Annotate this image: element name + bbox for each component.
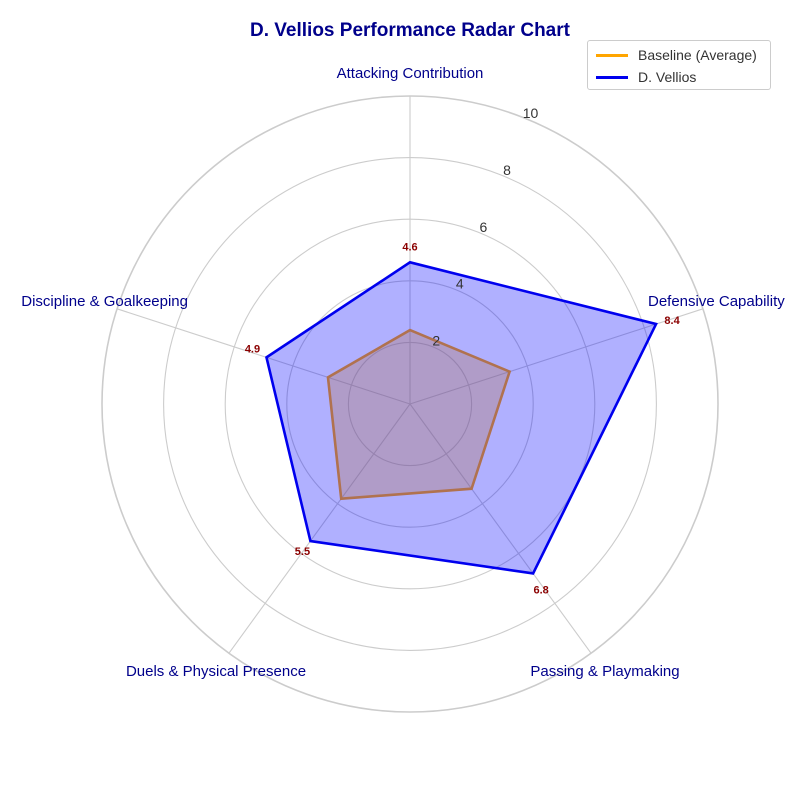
r-tick-label-8: 8 [503, 162, 511, 178]
r-tick-label-2: 2 [432, 333, 440, 349]
category-label-discipline-goalkeeping: Discipline & Goalkeeping [21, 293, 188, 310]
legend-swatch-vellios [596, 75, 628, 79]
legend-item-baseline: Baseline (Average) [596, 44, 770, 66]
legend: Baseline (Average) D. Vellios [587, 40, 771, 90]
data-label-2: 6.8 [533, 584, 548, 596]
category-label-duels-physical-presence: Duels & Physical Presence [126, 663, 306, 680]
spoke-2 [409, 403, 592, 654]
category-label-passing-playmaking: Passing & Playmaking [530, 663, 679, 680]
legend-swatch-baseline [596, 53, 628, 57]
spoke-3 [228, 403, 411, 654]
data-label-1: 8.4 [664, 315, 680, 327]
chart-title: D. Vellios Performance Radar Chart [250, 20, 570, 41]
series-layer [264, 260, 658, 575]
data-label-3: 5.5 [295, 546, 310, 558]
category-label-defensive-capability: Defensive Capability [648, 293, 785, 310]
legend-label-vellios: D. Vellios [638, 69, 697, 85]
spoke-4 [116, 308, 411, 405]
r-tick-label-10: 10 [523, 105, 539, 121]
category-label-attacking-contribution: Attacking Contribution [337, 65, 484, 82]
label-layer: 2 4 6 8 10 Attacking Contribution Defensive Ca… [21, 65, 785, 680]
r-tick-label-6: 6 [480, 219, 488, 235]
series-baseline-average [326, 328, 512, 501]
series-d-vellios [264, 260, 658, 575]
data-label-4: 4.9 [245, 343, 260, 355]
data-label-0: 4.6 [402, 241, 417, 253]
legend-label-baseline: Baseline (Average) [638, 47, 757, 63]
r-tick-label-4: 4 [456, 276, 464, 292]
legend-item-vellios: D. Vellios [596, 66, 770, 88]
